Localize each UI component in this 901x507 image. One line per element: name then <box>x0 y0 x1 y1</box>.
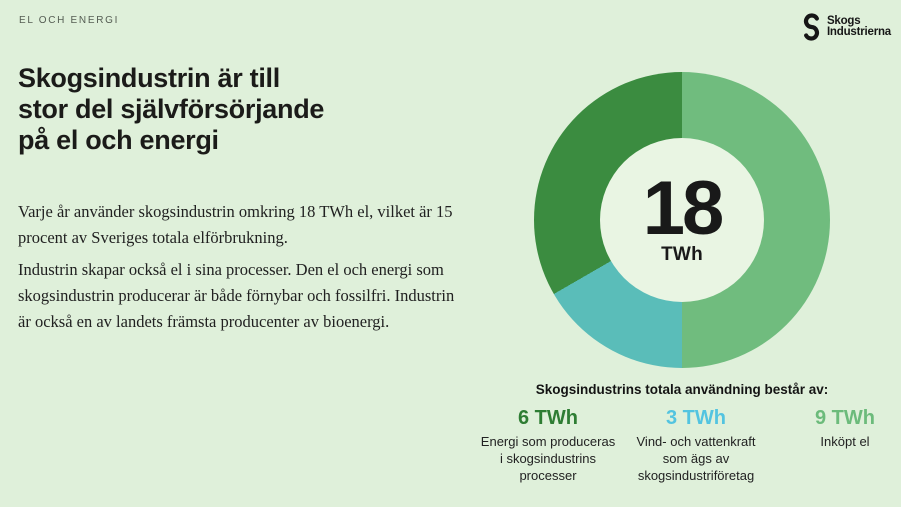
skogsindustrierna-s-icon <box>800 13 823 41</box>
legend-title: Skogsindustrins totala användning består… <box>535 382 829 397</box>
brand-name-line2: Industrierna <box>826 26 891 38</box>
brand-logo: Skogs Industrierna <box>800 13 891 41</box>
legend-label: Energi som produceras i skogsindustrins … <box>480 434 616 483</box>
body-paragraph: Industrin skapar också el i sina process… <box>18 260 455 331</box>
intro-paragraph: Varje år använder skogsindustrin omkring… <box>18 202 453 247</box>
eyebrow-label: EL OCH ENERGI <box>19 15 120 26</box>
legend-item-purchased-electricity: 9 TWh Inköpt el <box>785 407 901 450</box>
page-title: Skogsindustrin är till stor del självför… <box>18 63 325 155</box>
legend-label: Inköpt el <box>820 434 870 449</box>
legend-value: 9 TWh <box>815 407 875 429</box>
brand-name: Skogs Industrierna <box>826 14 891 39</box>
donut-center-value: 18 <box>642 165 725 251</box>
donut-center-unit: TWh <box>661 243 703 265</box>
donut-chart: 18 TWh <box>534 72 830 368</box>
legend-item-wind-hydro: 3 TWh Vind- och vattenkraft som ägs av s… <box>596 407 796 484</box>
legend-label: Vind- och vattenkraft som ägs av skogsin… <box>636 434 756 483</box>
donut-hole: 18 TWh <box>600 138 764 302</box>
legend-item-produced-energy: 6 TWh Energi som produceras i skogsindus… <box>448 407 648 484</box>
legend-value: 6 TWh <box>518 407 578 429</box>
brand-name-line1: Skogs <box>826 14 861 27</box>
legend-value: 3 TWh <box>666 407 726 429</box>
